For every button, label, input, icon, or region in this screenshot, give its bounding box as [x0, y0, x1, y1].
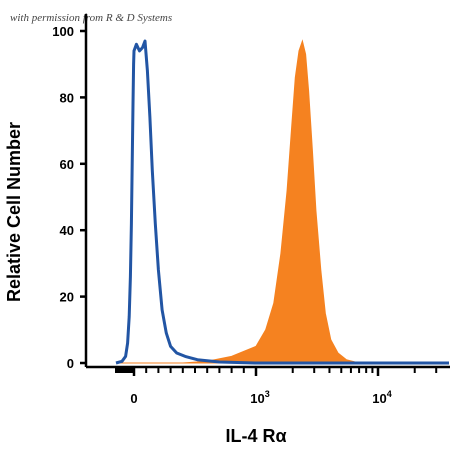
x-tick-label: 0 — [130, 391, 137, 406]
x-axis: 0103104105 — [86, 365, 450, 406]
isotype-histogram — [115, 39, 449, 365]
stained-histogram — [116, 39, 449, 364]
watermark-text: with permission from R & D Systems — [10, 12, 172, 24]
y-axis: 0 20 40 60 80 100 — [52, 14, 88, 371]
y-axis-title: Relative Cell Number — [4, 122, 24, 302]
x-tick-label: 103 — [250, 389, 269, 406]
y-tick-label: 40 — [60, 223, 74, 238]
y-tick-label: 60 — [60, 157, 74, 172]
plot-series — [115, 39, 449, 365]
y-tick-label: 80 — [60, 90, 74, 105]
y-tick-label: 0 — [67, 356, 74, 371]
x-axis-title: IL-4 Rα — [225, 426, 286, 446]
y-tick-label: 20 — [60, 290, 74, 305]
x-tick-label: 104 — [372, 389, 391, 406]
y-tick-label: 100 — [52, 24, 74, 39]
